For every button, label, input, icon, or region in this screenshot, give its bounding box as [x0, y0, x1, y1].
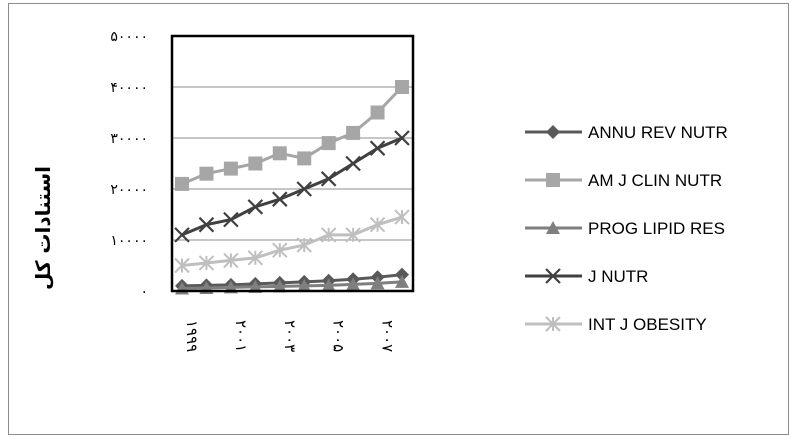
x-tick-label: ۱۹۹۹ — [183, 320, 201, 352]
data-point — [297, 278, 312, 292]
data-point — [545, 268, 561, 284]
data-point — [369, 140, 386, 156]
data-point — [174, 227, 190, 243]
data-point — [546, 173, 560, 187]
data-point — [345, 155, 361, 172]
data-point — [546, 221, 560, 234]
x-tick-label: ۲۰۰۳ — [281, 320, 299, 352]
legend-label: AM J CLIN NUTR — [588, 171, 722, 190]
data-point — [198, 255, 215, 271]
x-tick-label: ۲۰۰۷ — [379, 320, 397, 352]
data-point — [272, 146, 287, 161]
series-line — [181, 136, 403, 237]
y-tick-label: ۰ — [140, 284, 148, 300]
data-point — [272, 279, 287, 293]
data-point — [546, 125, 560, 139]
data-point — [223, 211, 239, 228]
plot-area-border — [170, 34, 415, 293]
series-line — [181, 85, 404, 186]
data-point — [247, 250, 264, 266]
series-line — [181, 215, 403, 267]
data-point — [296, 237, 312, 253]
data-point — [272, 242, 288, 258]
data-point — [545, 316, 561, 332]
data-point — [223, 252, 239, 269]
data-point — [248, 279, 263, 293]
data-point — [175, 176, 189, 191]
data-point — [346, 277, 361, 291]
chart-frame — [8, 3, 789, 435]
legend-label: ANNU REV NUTR — [588, 123, 728, 142]
data-point — [248, 156, 263, 171]
series-line — [181, 280, 403, 290]
data-point — [395, 267, 409, 282]
legend-label: INT J OBESITY — [588, 315, 707, 334]
y-tick-label: ۴۰۰۰۰ — [110, 80, 148, 96]
data-point — [370, 105, 385, 120]
data-point — [321, 136, 336, 151]
data-point — [297, 151, 312, 166]
data-point — [296, 181, 313, 197]
data-point — [198, 216, 215, 233]
y-tick-label: ۱۰۰۰۰ — [110, 233, 148, 249]
y-tick-label: ۲۰۰۰۰ — [110, 182, 148, 198]
data-point — [271, 191, 288, 207]
legend-label: J NUTR — [588, 267, 648, 286]
data-point — [320, 227, 337, 243]
data-point — [395, 274, 409, 288]
y-tick-label: ۵۰۰۰۰ — [110, 29, 148, 45]
series-line — [181, 273, 403, 288]
data-point — [345, 227, 361, 243]
data-point — [320, 171, 337, 187]
data-point — [247, 199, 264, 215]
data-point — [395, 80, 409, 94]
data-point — [223, 161, 238, 176]
data-point — [321, 278, 336, 292]
data-point — [346, 125, 361, 140]
legend-label: PROG LIPID RES — [588, 219, 725, 238]
data-point — [199, 166, 214, 181]
data-point — [174, 257, 190, 274]
data-point — [370, 276, 385, 290]
y-tick-label: ۳۰۰۰۰ — [110, 131, 148, 147]
data-point — [394, 130, 410, 146]
data-point — [369, 216, 386, 233]
x-tick-label: ۲۰۰۵ — [330, 320, 348, 352]
data-point — [394, 209, 410, 225]
x-tick-label: ۲۰۰۱ — [232, 320, 250, 352]
